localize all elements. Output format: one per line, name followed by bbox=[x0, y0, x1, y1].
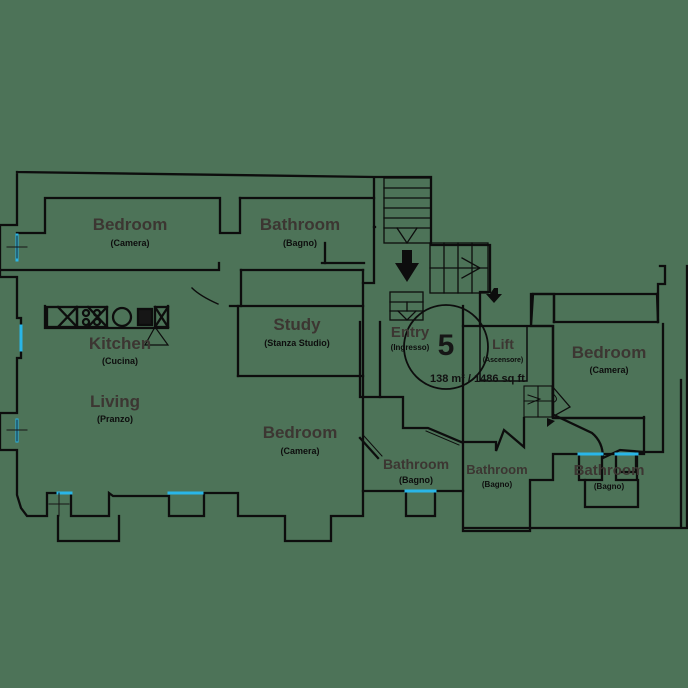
svg-text:(Ascensore): (Ascensore) bbox=[483, 357, 523, 364]
svg-text:Bedroom: Bedroom bbox=[93, 215, 168, 234]
svg-text:(Bagno): (Bagno) bbox=[283, 238, 317, 248]
svg-text:(Bagno): (Bagno) bbox=[399, 475, 433, 485]
svg-text:(Camera): (Camera) bbox=[589, 365, 628, 375]
svg-text:Lift: Lift bbox=[492, 336, 514, 352]
svg-text:(Stanza Studio): (Stanza Studio) bbox=[264, 338, 330, 348]
svg-text:Bathroom: Bathroom bbox=[383, 456, 449, 472]
svg-text:(Camera): (Camera) bbox=[110, 238, 149, 248]
svg-text:(Pranzo): (Pranzo) bbox=[97, 414, 133, 424]
svg-text:Entry: Entry bbox=[391, 324, 430, 341]
svg-text:(Ingresso): (Ingresso) bbox=[391, 343, 430, 352]
svg-text:138 m² / 1486 sq ft: 138 m² / 1486 sq ft bbox=[430, 373, 525, 385]
svg-text:Living: Living bbox=[90, 392, 140, 411]
svg-text:(Bagno): (Bagno) bbox=[482, 480, 513, 489]
svg-text:Bathroom: Bathroom bbox=[466, 462, 527, 477]
svg-text:Study: Study bbox=[273, 315, 321, 334]
svg-text:5: 5 bbox=[438, 329, 455, 362]
svg-text:(Cucina): (Cucina) bbox=[102, 356, 138, 366]
svg-text:Bathroom: Bathroom bbox=[260, 215, 340, 234]
svg-text:Bedroom: Bedroom bbox=[572, 343, 647, 362]
svg-text:Bathroom: Bathroom bbox=[574, 462, 645, 479]
svg-text:Kitchen: Kitchen bbox=[89, 334, 151, 353]
svg-text:Bedroom: Bedroom bbox=[263, 423, 338, 442]
svg-text:(Bagno): (Bagno) bbox=[594, 482, 625, 491]
svg-text:(Camera): (Camera) bbox=[280, 446, 319, 456]
